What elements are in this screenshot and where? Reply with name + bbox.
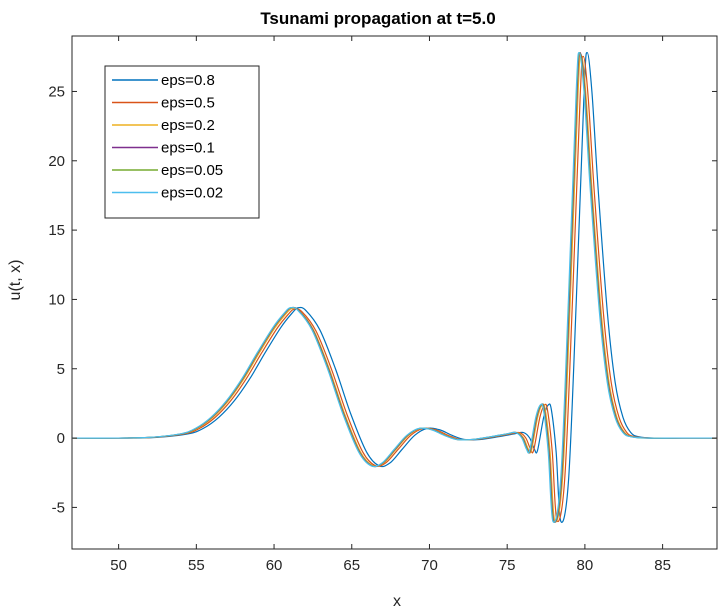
y-tick-label: 10 — [48, 291, 65, 308]
legend-label-5: eps=0.02 — [161, 185, 223, 202]
y-tick-label: 20 — [48, 153, 65, 170]
x-tick-label: 80 — [577, 557, 594, 574]
y-tick-label: 15 — [48, 222, 65, 239]
chart-title: Tsunami propagation at t=5.0 — [260, 9, 495, 28]
x-tick-label: 70 — [421, 557, 438, 574]
legend-label-3: eps=0.1 — [161, 140, 215, 157]
x-tick-label: 65 — [343, 557, 360, 574]
series-lines — [72, 52, 717, 523]
y-tick-label: -5 — [52, 499, 65, 516]
legend: eps=0.8 eps=0.5 eps=0.2 eps=0.1 eps=0.05 eps=… — [104, 65, 260, 219]
x-tick-label: 50 — [110, 557, 127, 574]
legend-label-4: eps=0.05 — [161, 162, 223, 179]
x-axis-label: x — [393, 593, 401, 610]
y-axis-label: u(t, x) — [7, 260, 24, 301]
legend-label-2: eps=0.2 — [161, 117, 215, 134]
axis-ticks: 50 55 60 65 70 75 80 85 -5 0 5 10 15 20 25 — [48, 36, 717, 574]
x-tick-label: 60 — [266, 557, 283, 574]
legend-label-1: eps=0.5 — [161, 95, 215, 112]
x-tick-label: 85 — [654, 557, 671, 574]
y-tick-label: 5 — [57, 361, 65, 378]
axes-box — [71, 35, 718, 550]
y-tick-label: 25 — [48, 83, 65, 100]
x-tick-label: 75 — [499, 557, 516, 574]
x-tick-label: 55 — [188, 557, 205, 574]
series-line-0 — [78, 52, 717, 523]
legend-label-0: eps=0.8 — [161, 72, 215, 89]
plot-area — [71, 35, 718, 550]
y-tick-label: 0 — [57, 430, 65, 447]
series-line-5 — [72, 52, 717, 523]
